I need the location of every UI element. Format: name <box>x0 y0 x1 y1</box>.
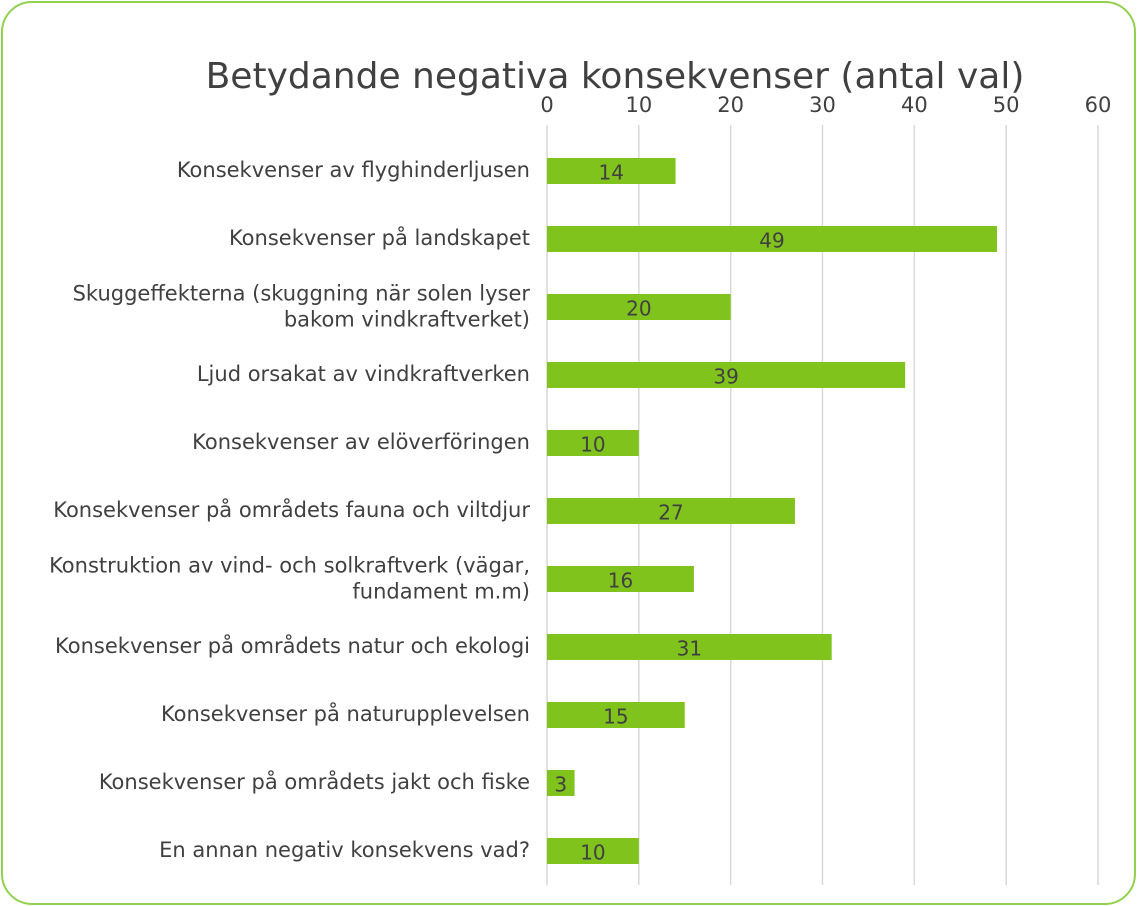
category-label: Konstruktion av vind- och solkraftverk (… <box>49 553 530 603</box>
data-label: 10 <box>580 433 605 457</box>
category-label: Konsekvenser på områdets fauna och viltd… <box>53 498 530 523</box>
category-label: Konsekvenser av flyghinderljusen <box>176 158 530 183</box>
data-label: 16 <box>608 569 633 593</box>
bar <box>547 430 639 456</box>
data-label: 20 <box>626 297 651 321</box>
x-tick-label: 10 <box>625 93 652 117</box>
category-label: Konsekvenser på landskapet <box>228 226 530 251</box>
bar <box>547 498 795 524</box>
bar <box>547 226 997 252</box>
bar <box>547 362 906 388</box>
category-label: Konsekvenser av elöverföringen <box>192 430 530 455</box>
category-label: Skuggeffekterna (skuggning när solen lys… <box>72 281 530 331</box>
bar <box>547 770 575 796</box>
x-tick-label: 0 <box>540 93 553 117</box>
bar <box>547 294 731 320</box>
data-label: 15 <box>603 705 628 729</box>
data-label: 14 <box>599 161 624 185</box>
bar <box>547 702 685 728</box>
data-label: 31 <box>677 637 702 661</box>
x-tick-label: 50 <box>993 93 1020 117</box>
bar <box>547 838 639 864</box>
data-label: 3 <box>554 773 567 797</box>
data-label: 49 <box>759 229 784 253</box>
category-label: En annan negativ konsekvens vad? <box>159 838 530 863</box>
x-tick-label: 30 <box>809 93 836 117</box>
category-label: Konsekvenser på områdets jakt och fiske <box>98 770 530 795</box>
bar <box>547 158 676 184</box>
x-tick-label: 40 <box>901 93 928 117</box>
data-label: 27 <box>658 501 683 525</box>
x-tick-label: 20 <box>717 93 744 117</box>
x-tick-label: 60 <box>1085 93 1112 117</box>
category-label: Ljud orsakat av vindkraftverken <box>196 362 530 387</box>
data-label: 39 <box>713 365 738 389</box>
bar <box>547 566 694 592</box>
bar <box>547 634 832 660</box>
category-label: Konsekvenser på naturupplevelsen <box>160 702 530 727</box>
category-label: Konsekvenser på områdets natur och ekolo… <box>55 634 530 659</box>
chart-title: Betydande negativa konsekvenser (antal v… <box>206 56 1025 97</box>
data-label: 10 <box>580 841 605 865</box>
